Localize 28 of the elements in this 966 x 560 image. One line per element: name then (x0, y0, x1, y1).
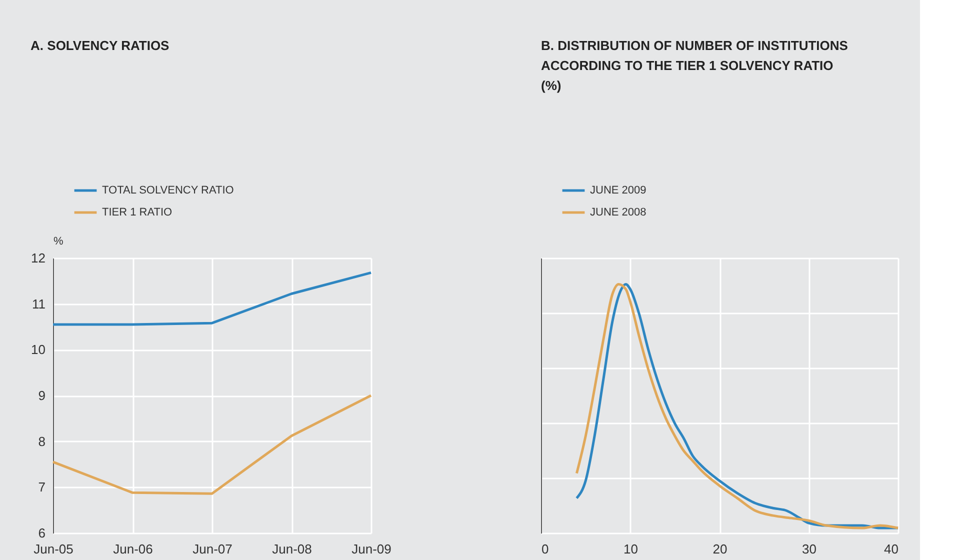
x-tick-label: Jun-06 (113, 542, 153, 556)
x-tick-label: Jun-07 (192, 542, 232, 556)
y-tick-label: 8 (38, 434, 46, 449)
line-series (52, 271, 372, 326)
legend-label: JUNE 2008 (590, 206, 646, 218)
y-tick-label: 11 (32, 296, 46, 312)
x-tick-label: 10 (624, 542, 638, 556)
legend-label: TIER 1 RATIO (102, 206, 173, 218)
x-tick-label: 0 (542, 542, 549, 556)
y-tick-label: 6 (38, 526, 46, 540)
x-tick-label: Jun-08 (272, 542, 312, 556)
y-tick-label: 9 (38, 388, 46, 403)
text: (%) (541, 78, 562, 93)
x-tick-label: Jun-05 (34, 542, 74, 556)
x-tick-label: 20 (712, 542, 728, 556)
x-tick-label: Jun-09 (352, 542, 392, 556)
legend-label: TOTAL SOLVENCY RATIO (102, 184, 234, 196)
text: ACCORDING TO THE TIER 1 SOLVENCY RATIO (541, 58, 834, 73)
y-tick-label: 10 (31, 342, 46, 358)
x-tick-label: 40 (884, 542, 898, 556)
y-tick-label: 12 (31, 250, 46, 266)
line-series (52, 394, 372, 495)
y-axis-title: % (54, 236, 64, 248)
x-tick-label: 30 (802, 542, 816, 556)
legend-label: JUNE 2009 (590, 184, 646, 196)
chart-title: A. SOLVENCY RATIOS (30, 38, 170, 53)
text: B. DISTRIBUTION OF NUMBER OF INSTITUTIONS (541, 38, 848, 53)
y-tick-label: 7 (38, 480, 46, 495)
